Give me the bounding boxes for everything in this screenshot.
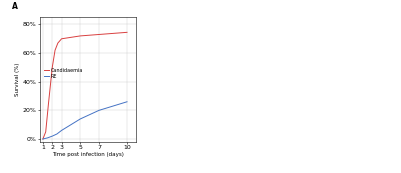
RE [41, 138, 45, 140]
RE [45, 137, 50, 139]
RE [87, 114, 92, 116]
Line: Candidaemia: Candidaemia [43, 32, 127, 139]
Candidaemia [78, 35, 83, 37]
RE [115, 104, 120, 106]
Candidaemia [106, 33, 111, 35]
Candidaemia [50, 66, 55, 69]
Candidaemia [53, 49, 57, 51]
Candidaemia [55, 42, 60, 44]
Candidaemia [69, 36, 73, 38]
RE [50, 135, 55, 137]
RE [106, 106, 111, 108]
Candidaemia [97, 33, 101, 35]
X-axis label: Time post infection (days): Time post infection (days) [52, 152, 124, 157]
Legend: Candidaemia, RE: Candidaemia, RE [45, 68, 83, 79]
RE [69, 124, 73, 126]
Text: A: A [12, 2, 18, 11]
Candidaemia [46, 102, 51, 104]
RE [55, 133, 59, 135]
Candidaemia [41, 138, 45, 140]
RE [59, 129, 64, 131]
Y-axis label: Survival (%): Survival (%) [15, 63, 20, 96]
RE [97, 109, 101, 111]
RE [78, 118, 83, 120]
Candidaemia [87, 34, 92, 36]
Candidaemia [59, 38, 64, 40]
Line: RE: RE [43, 102, 127, 139]
RE [125, 101, 130, 103]
Candidaemia [43, 131, 48, 133]
Candidaemia [125, 31, 130, 33]
Candidaemia [115, 32, 120, 34]
